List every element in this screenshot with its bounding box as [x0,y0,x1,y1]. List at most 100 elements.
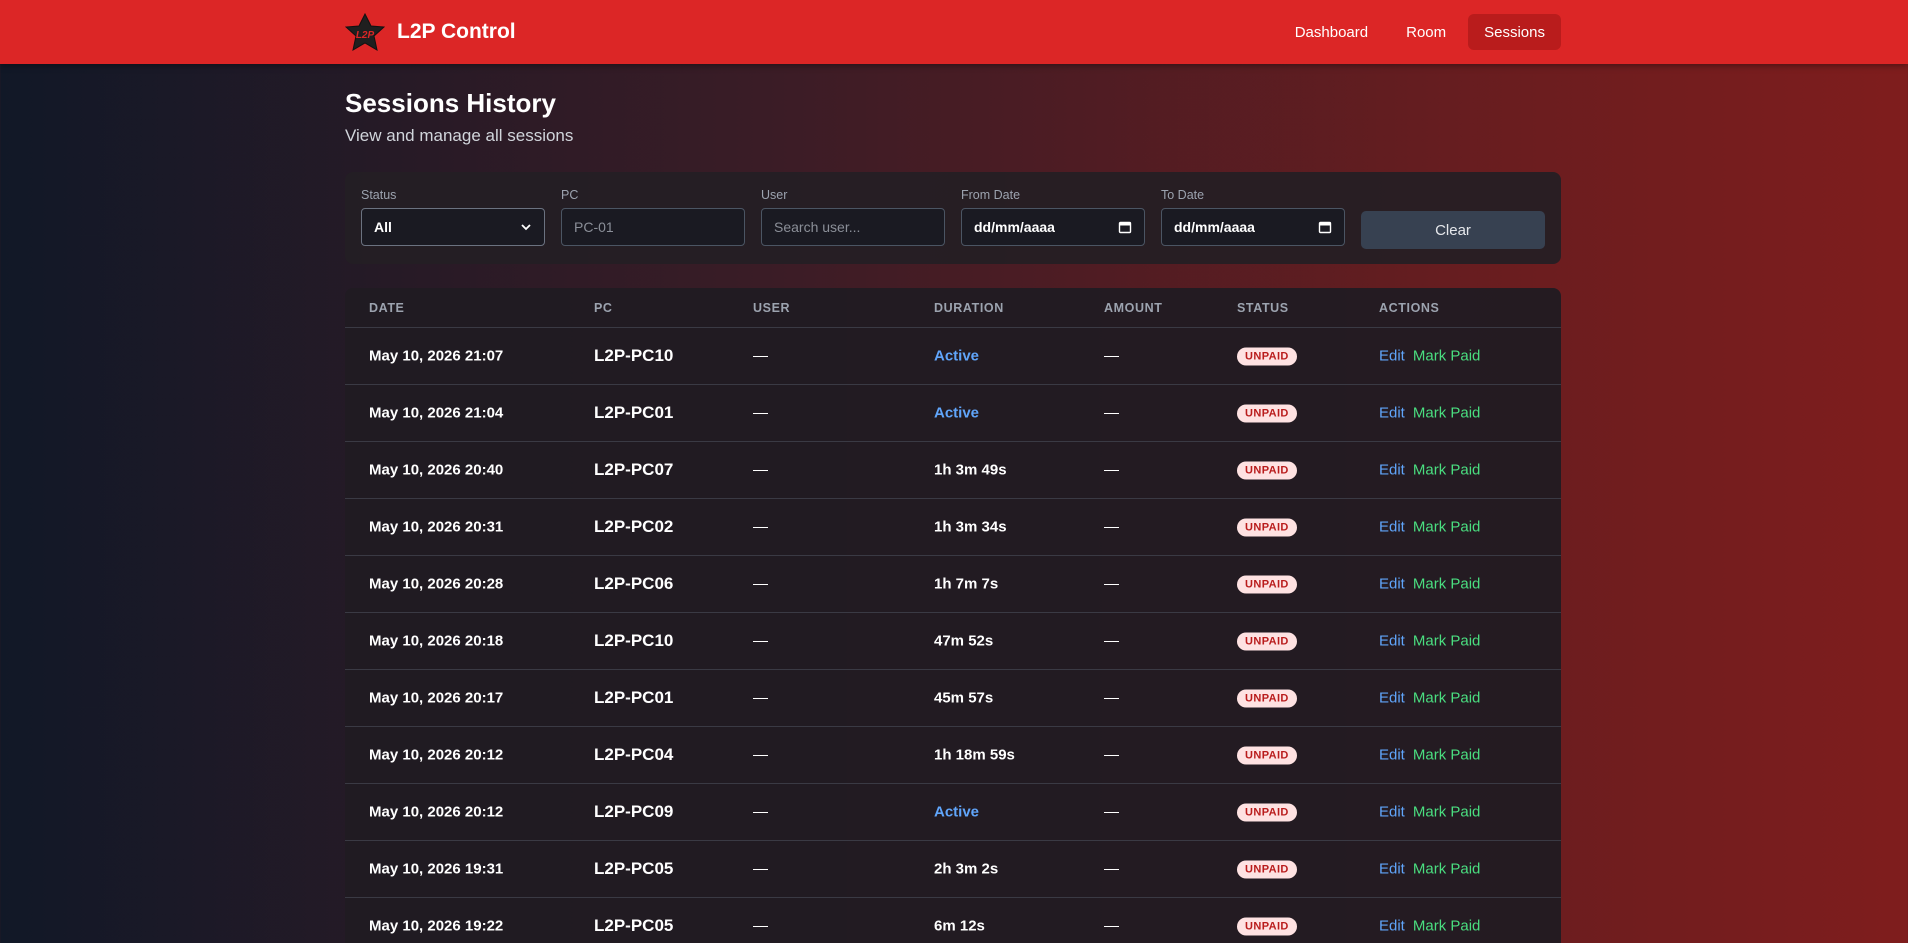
pc-input[interactable] [574,209,732,245]
mark-paid-link[interactable]: Mark Paid [1412,347,1481,365]
status-cell: UNPAID [1237,689,1297,708]
mark-paid-link[interactable]: Mark Paid [1412,917,1481,935]
table-row: May 10, 2026 20:18 L2P-PC10 — 47m 52s — UNPAI… [345,613,1561,670]
session-amount: — [1104,803,1119,821]
nav-item-sessions[interactable]: Sessions [1468,14,1561,50]
session-user: — [753,461,768,479]
session-duration: Active [934,803,980,821]
clear-button[interactable]: Clear [1361,211,1545,249]
row-actions: Edit Mark Paid [1379,576,1480,593]
from-date-input[interactable]: dd/mm/aaaa [961,208,1145,246]
to-date-input[interactable]: dd/mm/aaaa [1161,208,1345,246]
edit-link[interactable]: Edit [1379,917,1405,935]
logo-icon: L2P [345,12,385,52]
row-actions: Edit Mark Paid [1379,405,1480,422]
from-date-filter: From Date dd/mm/aaaa [961,188,1145,246]
table-row: May 10, 2026 20:28 L2P-PC06 — 1h 7m 7s — UNPA… [345,556,1561,613]
column-header-date: DATE [369,301,405,315]
sessions-table: DATE PC USER DURATION AMOUNT STATUS ACTI… [345,288,1561,943]
column-header-pc: PC [594,301,613,315]
edit-link[interactable]: Edit [1379,632,1405,650]
status-badge: UNPAID [1237,689,1297,708]
session-pc: L2P-PC04 [594,745,674,764]
session-date: May 10, 2026 20:12 [369,803,504,821]
session-amount: — [1104,746,1119,764]
calendar-icon[interactable] [1318,220,1332,234]
table-body: May 10, 2026 21:07 L2P-PC10 — Active — UNPAID… [345,328,1561,943]
session-date: May 10, 2026 20:28 [369,575,504,593]
status-cell: UNPAID [1237,860,1297,879]
session-duration: 2h 3m 2s [934,860,999,878]
status-select[interactable]: All [361,208,545,246]
user-search-input[interactable] [774,209,932,245]
nav-item-dashboard[interactable]: Dashboard [1294,23,1369,41]
main-nav: Dashboard Room Sessions [1279,14,1561,50]
session-amount: — [1104,689,1119,707]
edit-link[interactable]: Edit [1379,689,1405,707]
session-duration: 47m 52s [934,632,994,650]
status-cell: UNPAID [1237,803,1297,822]
session-user: — [753,632,768,650]
status-badge: UNPAID [1237,917,1297,936]
to-date-value: dd/mm/aaaa [1174,219,1255,235]
column-header-duration: DURATION [934,301,1004,315]
status-badge: UNPAID [1237,461,1297,480]
edit-link[interactable]: Edit [1379,860,1405,878]
session-user: — [753,518,768,536]
status-badge: UNPAID [1237,518,1297,537]
session-duration: Active [934,347,980,365]
mark-paid-link[interactable]: Mark Paid [1412,689,1481,707]
session-pc: L2P-PC06 [594,574,674,593]
session-amount: — [1104,632,1119,650]
page-title: Sessions History [345,88,556,118]
session-pc: L2P-PC01 [594,688,674,707]
edit-link[interactable]: Edit [1379,746,1405,764]
row-actions: Edit Mark Paid [1379,747,1480,764]
mark-paid-link[interactable]: Mark Paid [1412,461,1481,479]
mark-paid-link[interactable]: Mark Paid [1412,404,1481,422]
table-row: May 10, 2026 20:40 L2P-PC07 — 1h 3m 49s — UNP… [345,442,1561,499]
user-filter-label: User [761,188,788,202]
session-amount: — [1104,347,1119,365]
to-date-label: To Date [1161,188,1205,202]
calendar-icon[interactable] [1118,220,1132,234]
session-amount: — [1104,461,1119,479]
session-user: — [753,803,768,821]
session-date: May 10, 2026 20:40 [369,461,504,479]
status-cell: UNPAID [1237,575,1297,594]
session-user: — [753,746,768,764]
column-header-actions: ACTIONS [1379,301,1440,315]
mark-paid-link[interactable]: Mark Paid [1412,860,1481,878]
top-navbar: L2P L2P Control Dashboard Room Sessions [0,0,1908,64]
edit-link[interactable]: Edit [1379,575,1405,593]
edit-link[interactable]: Edit [1379,461,1405,479]
session-duration: 45m 57s [934,689,994,707]
edit-link[interactable]: Edit [1379,518,1405,536]
pc-filter: PC [561,188,745,246]
nav-item-room[interactable]: Room [1406,23,1447,41]
user-input-box [761,208,945,246]
edit-link[interactable]: Edit [1379,404,1405,422]
table-row: May 10, 2026 19:22 L2P-PC05 — 6m 12s — UNPAID… [345,898,1561,943]
session-date: May 10, 2026 21:07 [369,347,504,365]
edit-link[interactable]: Edit [1379,347,1405,365]
mark-paid-link[interactable]: Mark Paid [1412,746,1481,764]
brand[interactable]: L2P L2P Control [345,10,516,54]
session-duration: 6m 12s [934,917,985,935]
mark-paid-link[interactable]: Mark Paid [1412,632,1481,650]
mark-paid-link[interactable]: Mark Paid [1412,518,1481,536]
session-date: May 10, 2026 21:04 [369,404,504,422]
mark-paid-link[interactable]: Mark Paid [1412,803,1481,821]
status-cell: UNPAID [1237,917,1297,936]
status-cell: UNPAID [1237,404,1297,423]
edit-link[interactable]: Edit [1379,803,1405,821]
mark-paid-link[interactable]: Mark Paid [1412,575,1481,593]
session-amount: — [1104,575,1119,593]
session-duration: 1h 18m 59s [934,746,1015,764]
session-date: May 10, 2026 20:12 [369,746,504,764]
session-amount: — [1104,404,1119,422]
status-filter-label: Status [361,188,397,202]
status-badge: UNPAID [1237,575,1297,594]
session-duration: 1h 3m 49s [934,461,1007,479]
status-badge: UNPAID [1237,347,1297,366]
